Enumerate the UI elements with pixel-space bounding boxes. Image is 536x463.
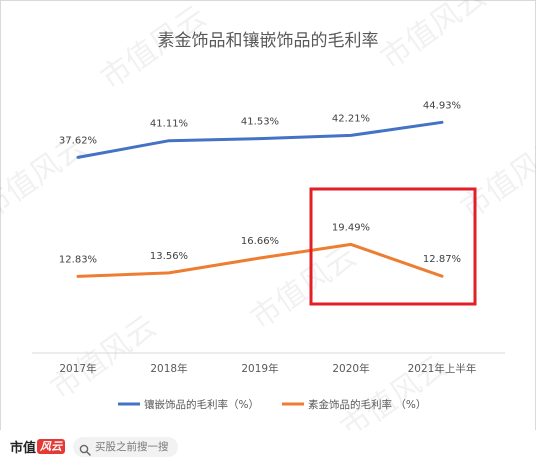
data-label: 44.93% xyxy=(423,100,461,111)
search-placeholder: 买股之前搜一搜 xyxy=(95,441,169,453)
x-tick-label: 2021年上半年 xyxy=(408,362,477,375)
chart: 市值风云 市值风云 市值风云 市值风云 市值风云 市值风云 市值风云 素金饰品和… xyxy=(0,0,536,430)
x-tick-label: 2018年 xyxy=(150,362,187,375)
data-label: 16.66% xyxy=(241,236,279,247)
legend-label-1: 素金饰品的毛利率 （%） xyxy=(308,398,426,411)
chart-title: 素金饰品和镶嵌饰品的毛利率 xyxy=(158,30,379,51)
data-label: 19.49% xyxy=(332,222,370,233)
series-line-0 xyxy=(76,120,444,159)
series-line-1 xyxy=(76,242,444,278)
watermark-text: 市值风云 xyxy=(335,349,453,430)
brand-logo[interactable]: 市值 风云 xyxy=(10,437,66,456)
brand-badge: 风云 xyxy=(37,439,66,454)
chart-marks: 2017年 2018年 2019年 2020年 2021年上半年 37.62% 41.11%… xyxy=(59,100,476,375)
x-tick-label: 2019年 xyxy=(241,362,278,375)
watermark-text: 市值风云 xyxy=(45,309,163,406)
watermark-text: 市值风云 xyxy=(375,0,493,77)
data-label: 37.62% xyxy=(59,135,97,146)
legend: 镶嵌饰品的毛利率（%） 素金饰品的毛利率 （%） xyxy=(118,398,426,411)
highlight-box xyxy=(309,187,477,306)
data-label: 41.53% xyxy=(241,117,279,128)
search-bar[interactable]: 买股之前搜一搜 xyxy=(73,436,178,457)
search-icon xyxy=(79,441,91,456)
brand-name: 市值 xyxy=(10,441,37,456)
footer-bar: 市值 风云 买股之前搜一搜 xyxy=(0,430,536,463)
legend-label-0: 镶嵌饰品的毛利率（%） xyxy=(144,398,259,411)
data-label: 13.56% xyxy=(150,251,188,262)
x-tick-label: 2017年 xyxy=(59,362,96,375)
watermark-text: 市值风云 xyxy=(455,129,536,226)
data-label: 41.11% xyxy=(150,119,188,130)
x-tick-label: 2020年 xyxy=(332,362,369,375)
data-label: 12.83% xyxy=(59,254,97,265)
data-label: 42.21% xyxy=(332,113,370,124)
watermark-text: 市值风云 xyxy=(245,239,363,336)
data-label: 12.87% xyxy=(423,254,461,265)
